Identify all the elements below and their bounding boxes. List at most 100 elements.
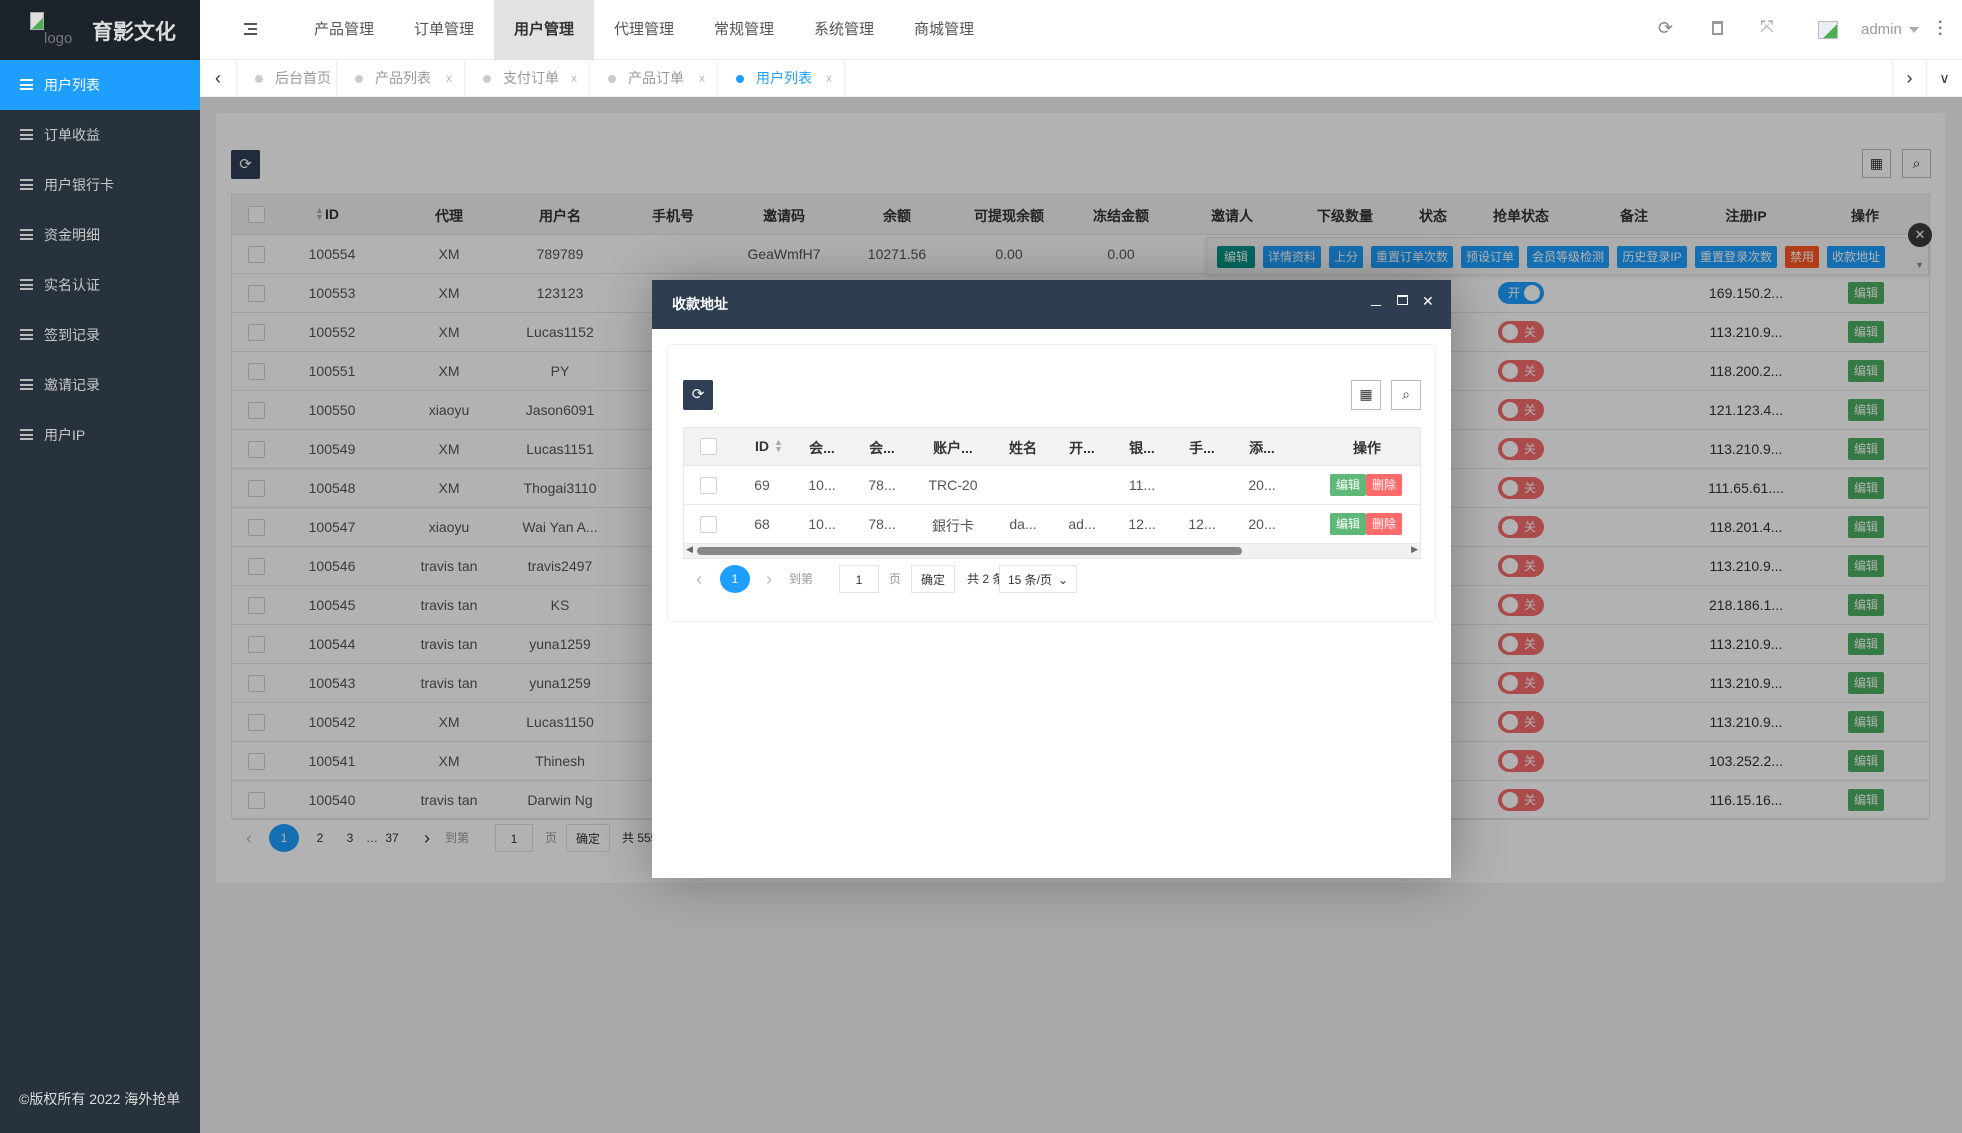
admin-username[interactable]: admin	[1861, 21, 1902, 38]
page-number[interactable]: 1	[269, 824, 299, 852]
edit-button[interactable]: 编辑	[1848, 516, 1885, 538]
tab-close-icon[interactable]: x	[699, 71, 705, 85]
sidebar-item[interactable]: 用户IP	[0, 410, 200, 460]
edit-button[interactable]: 编辑	[1848, 360, 1885, 382]
tabs-next-icon[interactable]: ›	[1892, 60, 1926, 97]
nav-item[interactable]: 产品管理	[313, 21, 374, 38]
modal-column-filter-button[interactable]: ▦	[1351, 380, 1381, 410]
edit-button[interactable]: 编辑	[1848, 399, 1885, 421]
tab-item[interactable]: 产品列表 x	[337, 60, 465, 97]
page-input[interactable]: 1	[495, 824, 533, 852]
sidebar-item[interactable]: 签到记录	[0, 310, 200, 360]
column-header[interactable]: ID	[325, 206, 339, 222]
minimize-icon[interactable]	[1371, 294, 1381, 306]
sort-icon[interactable]: ▲ ▼	[315, 205, 324, 222]
confirm-button[interactable]: 确定	[911, 565, 955, 593]
nav-item[interactable]: 常规管理	[713, 21, 774, 38]
grab-status-toggle[interactable]: 关	[1498, 321, 1544, 343]
menu-icon[interactable]	[244, 23, 257, 35]
nav-item[interactable]: 订单管理	[413, 21, 474, 38]
modal-search-button[interactable]: ⌕	[1391, 380, 1421, 410]
grab-status-toggle[interactable]: 开	[1498, 282, 1544, 304]
modal-edit-button[interactable]: 编辑	[1330, 474, 1367, 496]
edit-button[interactable]: 编辑	[1848, 321, 1885, 343]
avatar[interactable]	[1818, 21, 1838, 39]
scroll-right-icon[interactable]: ▶	[1411, 544, 1418, 554]
grab-status-toggle[interactable]: 关	[1498, 438, 1544, 460]
grab-status-toggle[interactable]: 关	[1498, 711, 1544, 733]
edit-button[interactable]: 编辑	[1848, 594, 1885, 616]
horizontal-scrollbar[interactable]: ◀ ▶	[684, 544, 1420, 558]
grab-status-toggle[interactable]: 关	[1498, 672, 1544, 694]
row-checkbox[interactable]	[248, 558, 265, 575]
row-action-button[interactable]: 会员等级检测	[1527, 246, 1609, 268]
sidebar-item[interactable]: 用户银行卡	[0, 160, 200, 210]
nav-item[interactable]: 代理管理	[613, 21, 674, 38]
grab-status-toggle[interactable]: 关	[1498, 750, 1544, 772]
tabs-menu-chevron-down-icon[interactable]: ∨	[1926, 60, 1962, 97]
row-checkbox[interactable]	[248, 285, 265, 302]
tab-item[interactable]: 支付订单 x	[465, 60, 590, 97]
refresh-button[interactable]: ⟳	[231, 150, 260, 179]
grab-status-toggle[interactable]: 关	[1498, 516, 1544, 538]
grab-status-toggle[interactable]: 关	[1498, 360, 1544, 382]
row-action-button[interactable]: 禁用	[1785, 246, 1819, 268]
nav-item[interactable]: 商城管理	[913, 21, 974, 38]
sidebar-item[interactable]: 用户列表	[0, 60, 200, 110]
modal-delete-button[interactable]: 删除	[1366, 474, 1403, 496]
edit-button[interactable]: 编辑	[1848, 750, 1885, 772]
grab-status-toggle[interactable]: 关	[1498, 477, 1544, 499]
close-icon[interactable]: ✕	[1422, 293, 1434, 309]
nav-item[interactable]: 系统管理	[813, 21, 874, 38]
grab-status-toggle[interactable]: 关	[1498, 399, 1544, 421]
row-checkbox[interactable]	[248, 324, 265, 341]
prev-page-icon[interactable]: ‹	[696, 569, 702, 589]
edit-button[interactable]: 编辑	[1848, 672, 1885, 694]
grab-status-toggle[interactable]: 关	[1498, 789, 1544, 811]
row-checkbox[interactable]	[248, 441, 265, 458]
sort-icon[interactable]: ▲ ▼	[774, 437, 783, 454]
sidebar-item[interactable]: 邀请记录	[0, 360, 200, 410]
search-button[interactable]: ⌕	[1902, 149, 1931, 178]
row-action-button[interactable]: 重置订单次数	[1371, 246, 1453, 268]
page-number[interactable]: 1	[720, 565, 750, 593]
edit-button[interactable]: 编辑	[1848, 477, 1885, 499]
sidebar-item[interactable]: 实名认证	[0, 260, 200, 310]
modal-edit-button[interactable]: 编辑	[1330, 513, 1367, 535]
row-checkbox[interactable]	[248, 714, 265, 731]
refresh-icon[interactable]: ⟳	[1658, 18, 1674, 38]
row-checkbox[interactable]	[700, 516, 717, 533]
edit-button[interactable]: 编辑	[1848, 789, 1885, 811]
row-checkbox[interactable]	[248, 363, 265, 380]
row-action-button[interactable]: 编辑	[1217, 246, 1255, 268]
grab-status-toggle[interactable]: 关	[1498, 555, 1544, 577]
row-action-button[interactable]: 详情资料	[1263, 246, 1321, 268]
more-icon[interactable]: · · ·	[1938, 14, 1944, 43]
row-action-button[interactable]: 收款地址	[1827, 246, 1885, 268]
nav-item[interactable]: 用户管理	[494, 0, 594, 60]
edit-button[interactable]: 编辑	[1848, 711, 1885, 733]
row-checkbox[interactable]	[248, 480, 265, 497]
select-all-checkbox[interactable]	[248, 206, 265, 223]
tab-close-icon[interactable]: x	[446, 71, 452, 85]
row-checkbox[interactable]	[248, 675, 265, 692]
next-page-icon[interactable]: ›	[766, 569, 772, 589]
row-checkbox[interactable]	[248, 792, 265, 809]
modal-refresh-button[interactable]: ⟳	[683, 380, 713, 410]
edit-button[interactable]: 编辑	[1848, 282, 1885, 304]
next-page-icon[interactable]: ›	[424, 828, 430, 848]
fullscreen-icon[interactable]: ⤧	[1760, 17, 1774, 36]
scroll-down-icon[interactable]: ▼	[1915, 260, 1924, 270]
row-action-button[interactable]: 重置登录次数	[1695, 246, 1777, 268]
page-input[interactable]: 1	[839, 565, 879, 593]
tab-close-icon[interactable]: x	[826, 71, 832, 85]
tab-item[interactable]: 产品订单 x	[590, 60, 718, 97]
scroll-left-icon[interactable]: ◀	[686, 544, 693, 554]
grab-status-toggle[interactable]: 关	[1498, 633, 1544, 655]
caret-down-icon[interactable]	[1909, 27, 1919, 38]
page-number[interactable]: 2	[316, 831, 324, 845]
modal-select-all-checkbox[interactable]	[700, 438, 717, 455]
row-checkbox[interactable]	[248, 636, 265, 653]
modal-delete-button[interactable]: 删除	[1366, 513, 1403, 535]
edit-button[interactable]: 编辑	[1848, 633, 1885, 655]
